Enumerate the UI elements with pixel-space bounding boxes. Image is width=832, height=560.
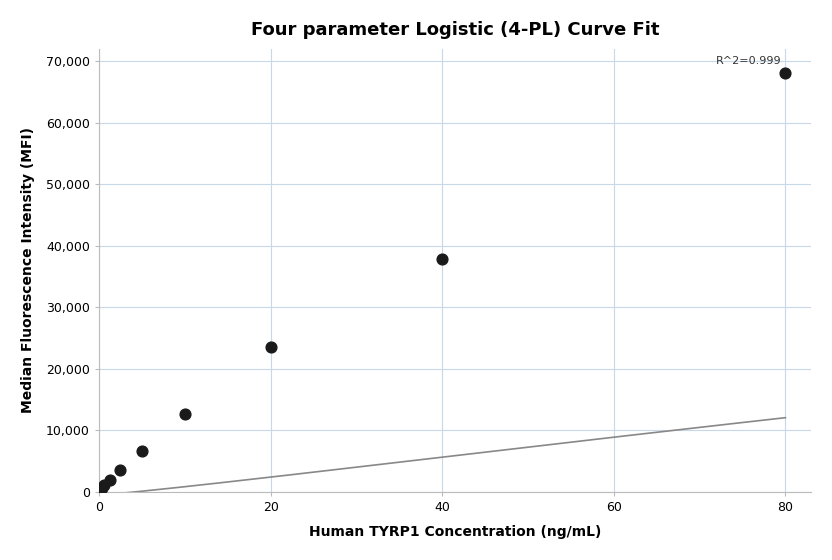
Point bbox=[103, 475, 116, 484]
Point bbox=[94, 486, 107, 494]
Title: Four parameter Logistic (4-PL) Curve Fit: Four parameter Logistic (4-PL) Curve Fit bbox=[250, 21, 659, 39]
Point bbox=[264, 343, 277, 352]
Point bbox=[435, 255, 448, 264]
Point bbox=[114, 466, 127, 475]
Text: R^2=0.999: R^2=0.999 bbox=[716, 56, 781, 66]
Point bbox=[136, 446, 149, 455]
X-axis label: Human TYRP1 Concentration (ng/mL): Human TYRP1 Concentration (ng/mL) bbox=[309, 525, 602, 539]
Point bbox=[95, 483, 108, 492]
Point bbox=[178, 409, 191, 418]
Point bbox=[97, 481, 111, 490]
Point bbox=[779, 69, 792, 78]
Y-axis label: Median Fluorescence Intensity (MFI): Median Fluorescence Intensity (MFI) bbox=[21, 127, 35, 413]
